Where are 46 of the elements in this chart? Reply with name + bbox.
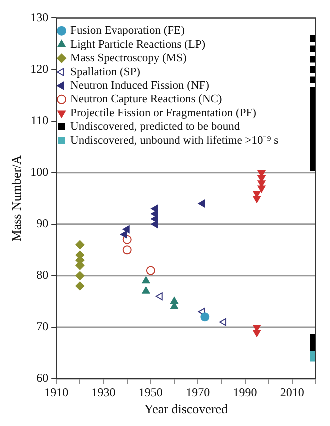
x-tick-label: 1910	[44, 385, 69, 400]
x-axis-title: Year discovered	[144, 402, 229, 417]
x-tick-label: 1930	[92, 385, 116, 400]
point	[76, 240, 85, 250]
y-tick-label: 110	[31, 113, 49, 128]
point	[151, 204, 158, 213]
x-tick-label: 2010	[280, 385, 304, 400]
point	[310, 76, 316, 84]
x-tick-label: 1970	[186, 385, 210, 400]
y-tick-label: 130	[30, 10, 49, 24]
legend-label: Light Particle Reactions (LP)	[70, 38, 206, 51]
y-tick-label: 90	[36, 216, 49, 231]
legend-label: Undiscovered, predicted to be bound	[70, 121, 240, 134]
legend-label: Fusion Evaporation (FE)	[70, 25, 186, 38]
point	[122, 226, 130, 234]
point	[156, 292, 163, 300]
point	[310, 344, 316, 352]
y-tick-label: 100	[30, 164, 49, 179]
point	[253, 196, 262, 204]
point	[76, 282, 85, 291]
y-axis-title: Mass Number/A	[9, 154, 24, 242]
point	[146, 266, 156, 276]
legend-label: Undiscovered, unbound with lifetime >10⁻⁹ s	[70, 134, 280, 147]
point	[253, 330, 262, 338]
x-tick-label: 1990	[233, 385, 258, 400]
point	[220, 318, 227, 326]
y-tick-label: 60	[36, 371, 49, 386]
point	[200, 312, 210, 322]
legend-label: Neutron Induced Fission (NF)	[70, 80, 210, 92]
point	[142, 286, 150, 294]
point	[122, 246, 132, 255]
point	[198, 200, 206, 208]
point	[120, 230, 128, 239]
point	[170, 297, 178, 304]
y-tick-label: 80	[36, 268, 49, 282]
legend-label: Projectile Fission or Fragmentation (PF)	[70, 107, 257, 120]
legend-label: Mass Spectroscopy (MS)	[70, 52, 187, 65]
point	[142, 276, 150, 284]
y-tick-label: 120	[30, 62, 49, 76]
point	[258, 186, 266, 193]
legend-label: Neutron Capture Reactions (NC)	[70, 94, 222, 106]
point	[310, 56, 316, 63]
y-tick-label: 70	[36, 320, 49, 334]
point	[76, 271, 85, 280]
legend-label: Spallation (SP)	[70, 66, 141, 78]
x-tick-label: 1950	[138, 385, 163, 400]
